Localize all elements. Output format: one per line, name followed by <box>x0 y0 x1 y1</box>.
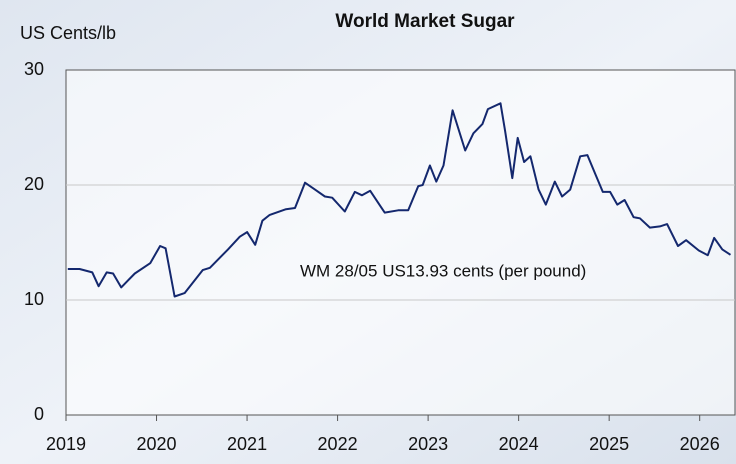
x-tick-label: 2026 <box>680 434 720 454</box>
y-axis-label: US Cents/lb <box>20 23 116 43</box>
y-tick-label: 20 <box>24 174 44 194</box>
y-tick-label: 10 <box>24 289 44 309</box>
x-tick-label: 2023 <box>408 434 448 454</box>
x-tick-label: 2019 <box>46 434 86 454</box>
x-tick-label: 2020 <box>137 434 177 454</box>
chart-title: World Market Sugar <box>335 11 515 32</box>
x-tick-label: 2025 <box>589 434 629 454</box>
x-tick-label: 2024 <box>499 434 539 454</box>
x-tick-label: 2021 <box>227 434 267 454</box>
x-tick-label: 2022 <box>318 434 358 454</box>
y-tick-label: 0 <box>34 404 44 424</box>
chart: World Market Sugar US Cents/lb WM 28/05 … <box>0 0 736 464</box>
y-tick-label: 30 <box>24 59 44 79</box>
annotation: WM 28/05 US13.93 cents (per pound) <box>300 261 586 280</box>
plot-area <box>66 70 735 415</box>
